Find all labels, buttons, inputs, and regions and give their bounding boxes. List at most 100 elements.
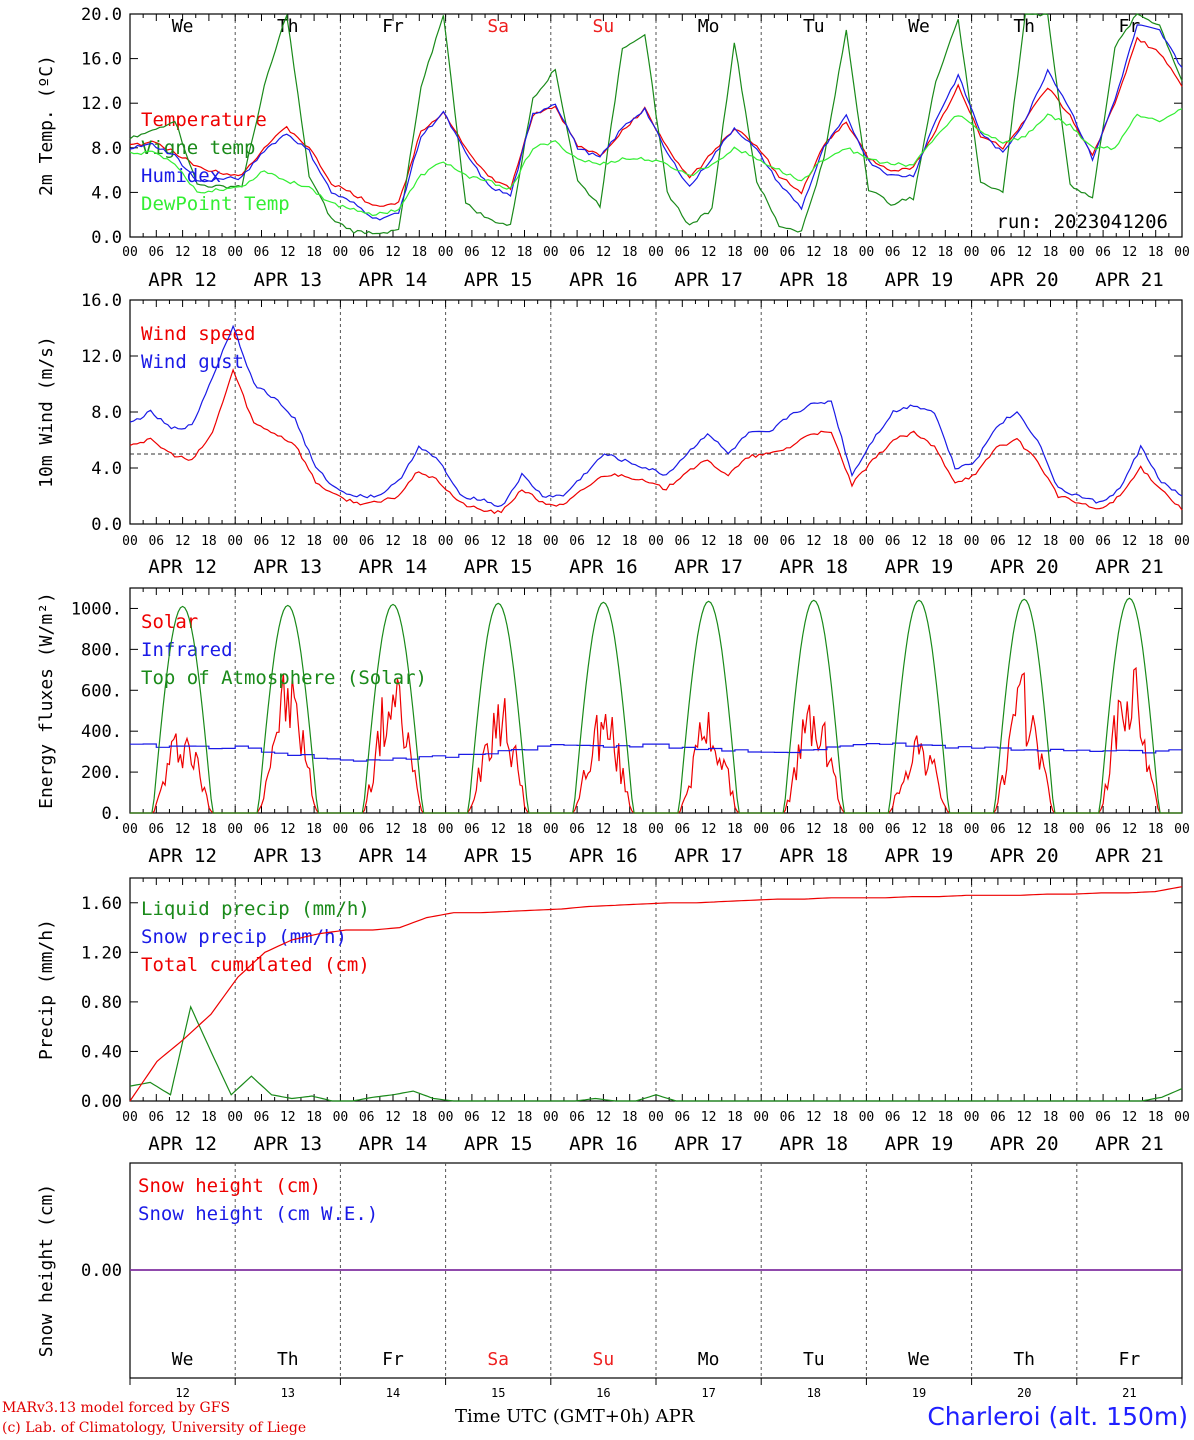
- precip-date-label: APR 19: [885, 1133, 954, 1155]
- temperature-y-tick-label: 16.0: [81, 50, 122, 70]
- wind-hour-tick-label: 06: [780, 534, 796, 549]
- snow-weekday-label: We: [172, 1349, 194, 1370]
- wind-date-label: APR 16: [569, 556, 638, 578]
- station-name: Charleroi (alt. 150m): [927, 1402, 1188, 1431]
- temperature-y-tick-label: 20.0: [81, 5, 122, 25]
- precip-hour-tick-label: 12: [385, 1110, 401, 1125]
- temperature-hour-tick-label: 00: [753, 245, 769, 260]
- precip-hour-tick-label: 18: [727, 1110, 743, 1125]
- temperature-date-label: APR 15: [464, 269, 533, 291]
- precip-hour-tick-label: 00: [964, 1110, 980, 1125]
- temperature-weekday-label: Mo: [698, 16, 720, 37]
- wind-hour-tick-label: 00: [753, 534, 769, 549]
- temperature-weekday-label: Fr: [382, 16, 404, 37]
- wind-hour-tick-label: 06: [885, 534, 901, 549]
- wind-date-label: APR 18: [779, 556, 848, 578]
- precip-date-label: APR 15: [464, 1133, 533, 1155]
- snow-day-number: 19: [912, 1386, 926, 1400]
- temperature-hour-tick-label: 06: [359, 245, 375, 260]
- precip-hour-tick-label: 12: [1122, 1110, 1138, 1125]
- temperature-weekday-label: Tu: [803, 16, 825, 37]
- precip-y-axis-title: Precip (mm/h): [36, 919, 57, 1060]
- temperature-date-label: APR 19: [885, 269, 954, 291]
- wind-hour-tick-label: 12: [1016, 534, 1032, 549]
- precip-hour-tick-label: 18: [517, 1110, 533, 1125]
- wind-y-axis-title: 10m Wind (m/s): [36, 336, 57, 488]
- precip-hour-tick-label: 00: [859, 1110, 875, 1125]
- wind-y-tick-label: 0.0: [91, 515, 122, 535]
- energy-hour-tick-label: 00: [543, 822, 559, 837]
- wind-hour-tick-label: 12: [701, 534, 717, 549]
- snow-weekday-label: Fr: [382, 1349, 404, 1370]
- precip-date-label: APR 16: [569, 1133, 638, 1155]
- energy-date-label: APR 20: [990, 845, 1059, 867]
- precip-hour-tick-label: 06: [990, 1110, 1006, 1125]
- temperature-hour-tick-label: 18: [517, 245, 533, 260]
- snow-snow-height-cm-legend: Snow height (cm): [138, 1175, 321, 1197]
- wind-date-label: APR 19: [885, 556, 954, 578]
- energy-date-label: APR 21: [1095, 845, 1164, 867]
- wind-hour-tick-label: 12: [911, 534, 927, 549]
- wind-hour-tick-label: 12: [806, 534, 822, 549]
- energy-hour-tick-label: 18: [306, 822, 322, 837]
- temperature-hour-tick-label: 18: [622, 245, 638, 260]
- temperature-hour-tick-label: 18: [1148, 245, 1164, 260]
- energy-hour-tick-label: 00: [964, 822, 980, 837]
- precip-hour-tick-label: 06: [1095, 1110, 1111, 1125]
- temperature-hour-tick-label: 18: [727, 245, 743, 260]
- precip-snow-precip-mm-h-legend: Snow precip (mm/h): [141, 926, 347, 948]
- wind-hour-tick-label: 12: [490, 534, 506, 549]
- precip-hour-tick-label: 12: [1016, 1110, 1032, 1125]
- temperature-y-tick-label: 4.0: [91, 183, 122, 203]
- temperature-hour-tick-label: 18: [937, 245, 953, 260]
- wind-wind-speed-line: [129, 368, 1183, 515]
- temperature-weekday-label: Sa: [487, 16, 509, 37]
- snow-weekday-label: We: [908, 1349, 930, 1370]
- model-credit: MARv3.13 model forced by GFS: [2, 1400, 231, 1416]
- wind-date-label: APR 14: [359, 556, 428, 578]
- wind-hour-tick-label: 00: [648, 534, 664, 549]
- precip-hour-tick-label: 12: [175, 1110, 191, 1125]
- wind-date-label: APR 13: [253, 556, 322, 578]
- temperature-humidex-legend: Humidex: [141, 165, 221, 187]
- temperature-y-tick-label: 8.0: [91, 139, 122, 159]
- temperature-date-label: APR 18: [779, 269, 848, 291]
- temperature-date-label: APR 17: [674, 269, 743, 291]
- temperature-y-tick-label: 12.0: [81, 94, 122, 114]
- snow-weekday-label: Th: [1013, 1349, 1035, 1370]
- energy-infrared-legend: Infrared: [141, 639, 233, 661]
- energy-hour-tick-label: 18: [727, 822, 743, 837]
- wind-hour-tick-label: 00: [333, 534, 349, 549]
- energy-date-label: APR 14: [359, 845, 428, 867]
- snow-day-number: 20: [1017, 1386, 1031, 1400]
- energy-hour-tick-label: 12: [1016, 822, 1032, 837]
- temperature-date-label: APR 20: [990, 269, 1059, 291]
- energy-hour-tick-label: 18: [622, 822, 638, 837]
- energy-hour-tick-label: 00: [333, 822, 349, 837]
- precip-hour-tick-label: 12: [911, 1110, 927, 1125]
- snow-snow-height-cm-w-e-legend: Snow height (cm W.E.): [138, 1203, 378, 1225]
- energy-hour-tick-label: 00: [648, 822, 664, 837]
- energy-hour-tick-label: 06: [569, 822, 585, 837]
- temperature-hour-tick-label: 06: [148, 245, 164, 260]
- temperature-hour-tick-label: 18: [1043, 245, 1059, 260]
- energy-hour-tick-label: 18: [1043, 822, 1059, 837]
- snow-weekday-label: Th: [277, 1349, 299, 1370]
- energy-hour-tick-label: 12: [490, 822, 506, 837]
- precip-hour-tick-label: 06: [780, 1110, 796, 1125]
- temperature-hour-tick-label: 12: [911, 245, 927, 260]
- temperature-hour-tick-label: 00: [1069, 245, 1085, 260]
- temperature-weekday-label: Su: [593, 16, 615, 37]
- precip-hour-tick-label: 06: [674, 1110, 690, 1125]
- precip-hour-tick-label: 06: [148, 1110, 164, 1125]
- wind-hour-tick-label: 06: [1095, 534, 1111, 549]
- wind-hour-tick-label: 06: [359, 534, 375, 549]
- temperature-date-label: APR 14: [359, 269, 428, 291]
- wind-y-tick-label: 4.0: [91, 459, 122, 479]
- energy-hour-tick-label: 06: [359, 822, 375, 837]
- wind-hour-tick-label: 06: [990, 534, 1006, 549]
- wind-hour-tick-label: 12: [175, 534, 191, 549]
- snow-day-number: 18: [807, 1386, 821, 1400]
- precip-date-label: APR 21: [1095, 1133, 1164, 1155]
